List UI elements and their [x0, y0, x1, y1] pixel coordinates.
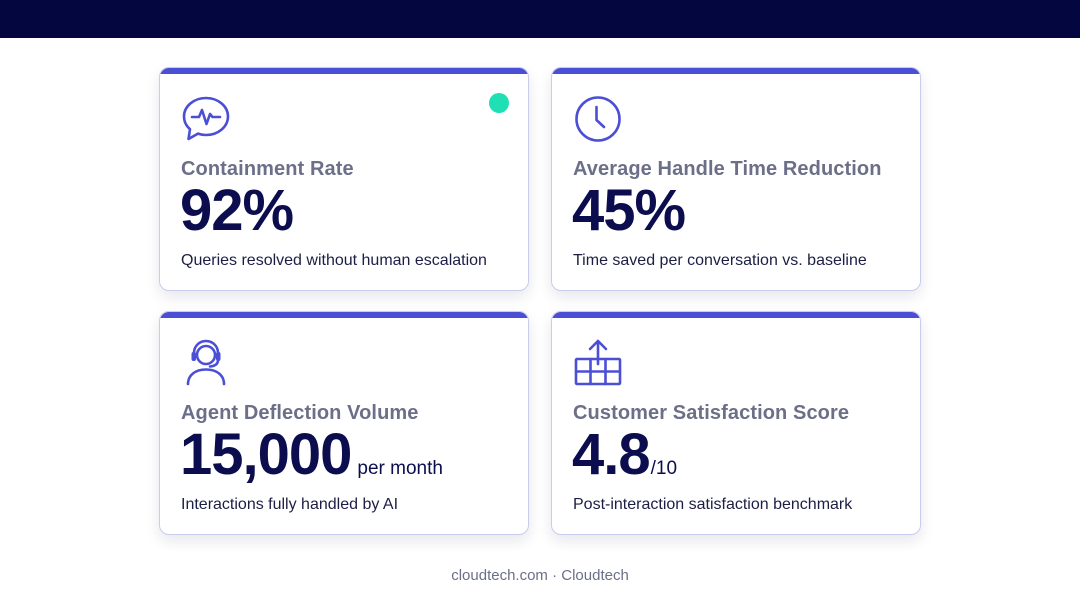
metric-label: Customer Satisfaction Score — [573, 402, 850, 424]
metric-card-agent-deflection-volume: Agent Deflection Volume 15,000 per month … — [159, 311, 529, 535]
metric-value: 15,000 — [180, 422, 352, 487]
metric-value-row: 4.8/10 — [572, 426, 677, 484]
metric-unit: /10 — [650, 458, 678, 479]
metric-value-row: 15,000 per month — [180, 426, 443, 484]
top-bar — [0, 0, 1080, 38]
metric-value: 45% — [572, 178, 686, 243]
metric-value-row: 92% — [180, 182, 294, 240]
metric-unit: per month — [357, 458, 443, 479]
metric-description: Post-interaction satisfaction benchmark — [573, 496, 853, 513]
metric-label: Average Handle Time Reduction — [573, 158, 882, 180]
metric-card-customer-satisfaction: Customer Satisfaction Score 4.8/10 Post-… — [551, 311, 921, 535]
metric-card-containment-rate: Containment Rate 92% Queries resolved wi… — [159, 67, 529, 291]
clock-icon — [573, 94, 623, 144]
metric-value-row: 45% — [572, 182, 686, 240]
metric-label: Containment Rate — [181, 158, 354, 180]
headset-agent-icon — [181, 338, 231, 388]
footer-source: cloudtech.com · Cloudtech — [451, 567, 629, 584]
metric-value: 4.8 — [572, 422, 651, 487]
metric-card-handle-time-reduction: Average Handle Time Reduction 45% Time s… — [551, 67, 921, 291]
metric-description: Time saved per conversation vs. baseline — [573, 252, 867, 269]
metric-label: Agent Deflection Volume — [181, 402, 419, 424]
metric-value: 92% — [180, 178, 294, 243]
metric-description: Interactions fully handled by AI — [181, 496, 399, 513]
chat-pulse-icon — [181, 94, 231, 144]
upload-grid-icon — [573, 338, 623, 388]
status-dot — [489, 93, 509, 113]
metric-description: Queries resolved without human escalatio… — [181, 252, 487, 269]
